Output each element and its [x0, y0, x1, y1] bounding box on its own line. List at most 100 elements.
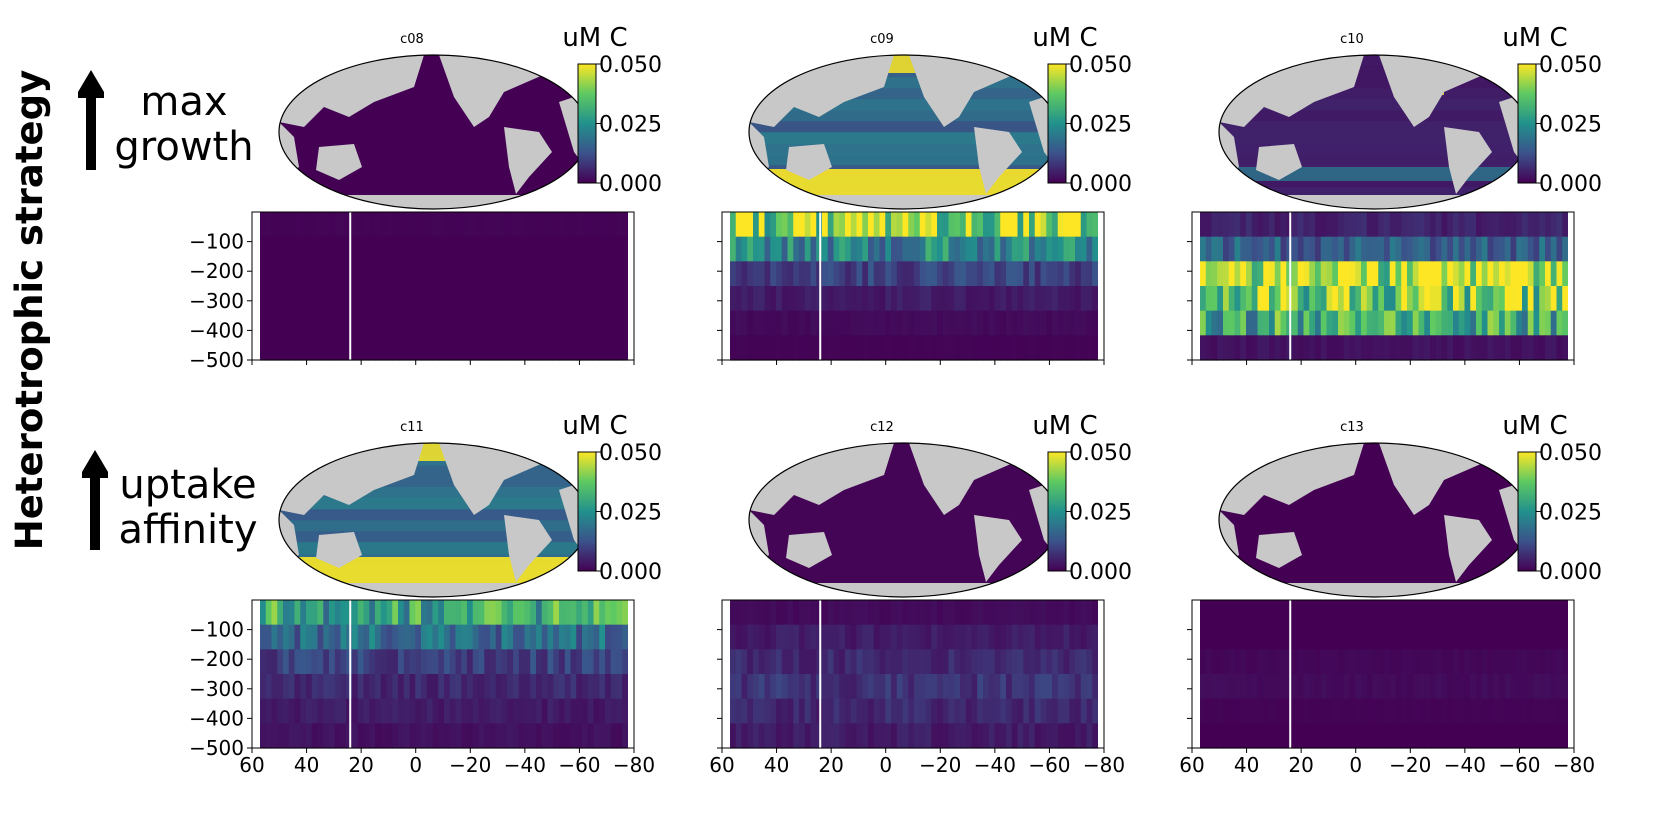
- section-cell: [1223, 261, 1230, 287]
- section-cell: [587, 723, 595, 749]
- section-cell: [260, 649, 267, 675]
- section-cell: [1029, 624, 1036, 650]
- section-cell: [937, 261, 944, 287]
- panel-c11: c11 uM C0.0500.0250.000−100−200−300−400−5…: [189, 411, 662, 777]
- section-cell: [1516, 261, 1523, 287]
- section-cell: [1435, 624, 1443, 650]
- section-cell: [977, 212, 984, 238]
- section-cell: [868, 310, 875, 336]
- section-cell: [937, 310, 944, 336]
- section-cell: [518, 600, 526, 626]
- section-cell: [294, 335, 301, 361]
- section-cell: [599, 674, 606, 700]
- section-cell: [1257, 310, 1264, 336]
- section-cell: [833, 310, 840, 336]
- section-cell: [747, 212, 754, 238]
- section-cell: [747, 261, 754, 287]
- section-cell: [1029, 335, 1036, 361]
- section-cell: [1269, 212, 1276, 238]
- section-cell: [787, 310, 794, 336]
- section-cell: [1453, 649, 1460, 675]
- section-cell: [283, 286, 290, 312]
- section-cell: [490, 261, 497, 287]
- section-cell: [415, 624, 422, 650]
- section-cell: [1447, 212, 1454, 238]
- section-cell: [444, 624, 451, 650]
- section-cell: [1539, 674, 1546, 700]
- section-cell: [507, 723, 514, 749]
- section-cell: [1011, 624, 1019, 650]
- section-cell: [787, 600, 794, 626]
- section-cell: [919, 236, 927, 262]
- section-cell: [1063, 286, 1070, 312]
- section-cell: [787, 698, 794, 724]
- section-cell: [1504, 310, 1512, 336]
- section-cell: [1292, 600, 1299, 626]
- section-cell: [610, 236, 618, 262]
- section-cell: [747, 286, 754, 312]
- section-cell: [1274, 649, 1282, 675]
- section-cell: [1086, 649, 1093, 675]
- section-cell: [363, 286, 370, 312]
- section-cell: [1075, 335, 1082, 361]
- section-cell: [1366, 649, 1374, 675]
- section-cell: [850, 698, 858, 724]
- section-cell: [960, 698, 967, 724]
- section-cell: [741, 335, 748, 361]
- section-cell: [1366, 310, 1374, 336]
- section-cell: [513, 624, 520, 650]
- section-cell: [467, 674, 474, 700]
- section-cell: [1011, 212, 1019, 238]
- section-cell: [1034, 624, 1042, 650]
- section-cell: [1315, 674, 1322, 700]
- section-cell: [409, 698, 416, 724]
- section-cell: [1355, 624, 1362, 650]
- section-cell: [570, 236, 577, 262]
- section-cell: [1516, 600, 1523, 626]
- section-cell: [1447, 698, 1454, 724]
- section-cell: [478, 723, 485, 749]
- section-cell: [781, 212, 789, 238]
- section-cell: [1246, 674, 1253, 700]
- section-cell: [426, 261, 434, 287]
- section-cell: [1418, 286, 1425, 312]
- section-cell: [747, 698, 754, 724]
- section-cell: [1487, 723, 1494, 749]
- section-cell: [1297, 649, 1305, 675]
- section-cell: [329, 236, 336, 262]
- section-cell: [1217, 212, 1224, 238]
- section-cell: [1441, 649, 1448, 675]
- section-cell: [988, 335, 996, 361]
- section-cell: [1441, 212, 1448, 238]
- section-cell: [960, 310, 967, 336]
- section-cell: [300, 624, 307, 650]
- section-cell: [1274, 698, 1282, 724]
- section-cell: [352, 649, 359, 675]
- section-cell: [1378, 649, 1385, 675]
- section-cell: [919, 649, 927, 675]
- section-cell: [380, 261, 388, 287]
- section-cell: [1487, 600, 1494, 626]
- section-cell: [1343, 310, 1351, 336]
- colorbar-tick-label: 0.050: [1069, 53, 1132, 78]
- section-cell: [1326, 723, 1333, 749]
- section-cell: [908, 624, 915, 650]
- section-cell: [610, 335, 618, 361]
- section-cell: [868, 674, 875, 700]
- section-cell: [1034, 286, 1042, 312]
- section-cell: [1476, 649, 1483, 675]
- section-cell: [741, 624, 748, 650]
- section-cell: [1435, 674, 1443, 700]
- section-cell: [988, 674, 996, 700]
- section-cell: [1280, 236, 1287, 262]
- section-cell: [1297, 698, 1305, 724]
- section-cell: [495, 286, 503, 312]
- section-cell: [576, 310, 583, 336]
- section-cell: [536, 649, 543, 675]
- section-cell: [1338, 261, 1345, 287]
- section-cell: [392, 698, 399, 724]
- section-cell: [610, 212, 618, 238]
- section-cell: [1378, 723, 1385, 749]
- section-cell: [735, 286, 743, 312]
